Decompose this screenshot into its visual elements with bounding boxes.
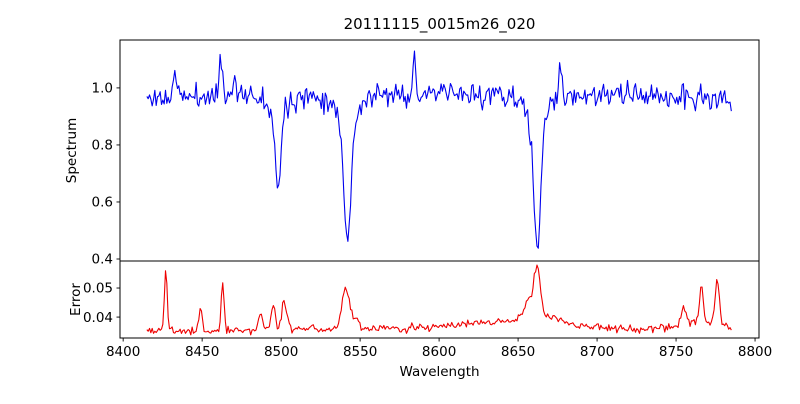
y-tick-label-error: 0.05	[83, 281, 113, 297]
y-axis-label-spectrum: Spectrum	[64, 118, 80, 183]
error-line	[146, 264, 732, 336]
x-tick-label: 8550	[343, 344, 377, 360]
y-tick-label-error: 0.04	[83, 310, 113, 326]
x-tick-label: 8650	[501, 344, 535, 360]
chart-root: 8400 8450 8500 8550 8600 8650 8700 8750 8800 0.4 0…	[83, 39, 772, 360]
spectrum-line	[146, 50, 732, 249]
y-axis-label-error: Error	[68, 283, 84, 316]
y-tick-label-spectrum: 1.0	[92, 81, 113, 97]
x-tick-label: 8400	[106, 344, 140, 360]
x-tick-label: 8500	[264, 344, 298, 360]
x-tick-label: 8700	[580, 344, 614, 360]
x-tick-label: 8800	[738, 344, 772, 360]
chart-title: 20111115_0015m26_020	[344, 15, 536, 34]
y-tick-label-spectrum: 0.4	[92, 252, 113, 268]
y-tick-label-spectrum: 0.8	[92, 138, 113, 154]
y-tick-label-spectrum: 0.6	[92, 195, 113, 211]
x-tick-label: 8750	[659, 344, 693, 360]
x-tick-label: 8450	[185, 344, 219, 360]
x-axis-label: Wavelength	[399, 364, 479, 380]
x-tick-label: 8600	[422, 344, 456, 360]
spectrum-panel-frame	[119, 39, 760, 262]
